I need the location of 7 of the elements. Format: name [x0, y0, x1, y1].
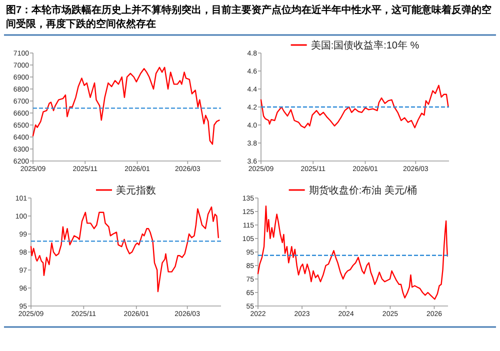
legend: 美国:国债收益率:10年 % [290, 40, 420, 52]
legend-label: 美元指数 [116, 184, 156, 196]
legend-label: 期货收盘价:布油 美元/桶 [308, 184, 418, 196]
title: 图7：本轮市场跌幅在历史上并不算特别突出，目前主要资产点位均在近半年中性水平，这可能意味着反弹的空间受限，再度下跌的空间依然存在 [6, 5, 492, 30]
legend: 美元指数 [96, 186, 156, 196]
legend: 期货收盘价:布油 美元/桶 [288, 186, 418, 196]
legend-label: 美国:国债收益率:10年 % [310, 40, 420, 52]
